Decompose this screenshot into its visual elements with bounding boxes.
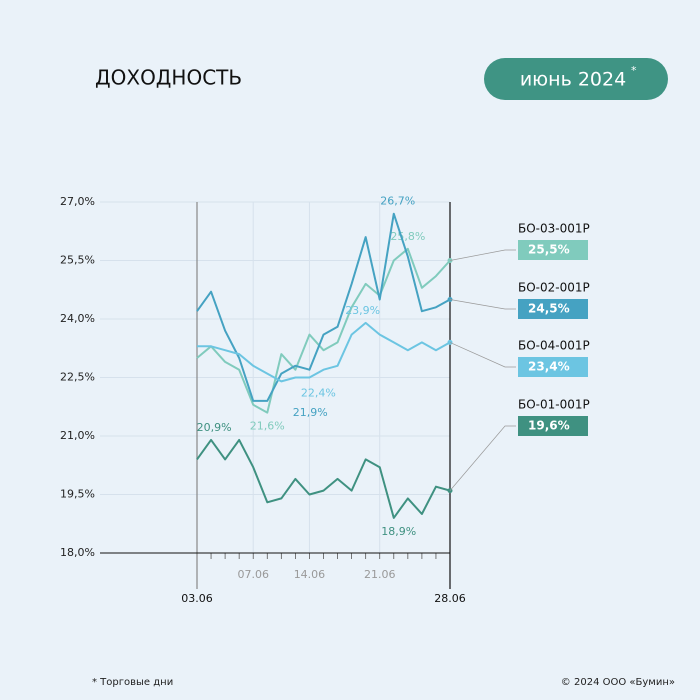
leader-line [449,425,516,491]
footnote: * Торговые дни [92,677,173,688]
legend-name: БО-01-001Р [518,398,590,412]
x-tick-label: 03.06 [181,592,213,605]
leader-line [449,342,516,368]
chart-title: ДОХОДНОСТЬ [95,66,242,90]
series-line [196,438,451,519]
value-label: 22,4% [301,386,336,399]
legend-value: 24,5% [528,302,570,316]
series-line [196,212,451,402]
series-line [197,321,451,383]
value-label: 18,9% [381,525,416,538]
legend-name: БО-04-001Р [518,339,590,353]
x-tick-label: 21.06 [364,568,396,581]
value-label: 21,9% [293,406,328,419]
value-label: 23,9% [345,304,380,317]
leader-line [449,249,516,261]
series-line [196,247,451,414]
value-label: 26,7% [380,195,415,208]
legend-badge [518,416,588,436]
legend-value: 19,6% [528,419,570,433]
x-tick-label: 14.06 [294,568,326,581]
legend-value: 23,4% [528,360,570,374]
y-tick-label: 18,0% [60,546,95,559]
period-badge [484,58,668,100]
copyright: © 2024 ООО «Бумин» [561,677,675,688]
legend-badge [518,357,588,377]
y-tick-label: 24,0% [60,312,95,325]
period-mark: * [631,64,637,77]
y-tick-label: 22,5% [60,371,95,384]
legend-badge [518,240,588,260]
value-label: 25,8% [390,230,425,243]
value-label: 20,9% [197,421,232,434]
period: июнь 2024 [520,69,626,91]
y-tick-label: 25,5% [60,254,95,267]
x-tick-label: 07.06 [237,568,269,581]
leader-line [449,299,516,310]
y-tick-label: 21,0% [60,429,95,442]
legend-badge [518,299,588,319]
x-tick-label: 28.06 [434,592,466,605]
legend-value: 25,5% [528,243,570,257]
y-tick-label: 27,0% [60,195,95,208]
value-label: 21,6% [250,420,285,433]
legend-name: БО-03-001Р [518,222,590,236]
y-tick-label: 19,5% [60,488,95,501]
legend-name: БО-02-001Р [518,281,590,295]
